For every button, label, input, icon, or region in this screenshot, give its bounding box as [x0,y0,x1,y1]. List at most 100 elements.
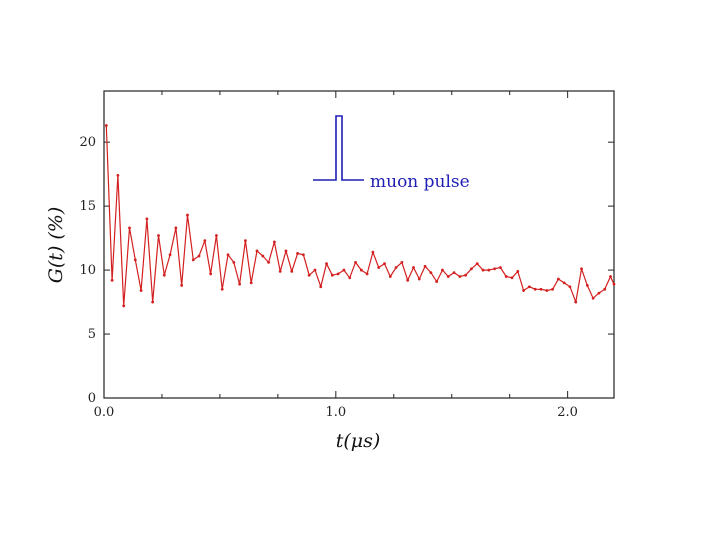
data-point [504,275,508,278]
data-point [116,174,120,177]
x-axis-title: t(μs) [336,430,381,452]
data-point [330,273,334,277]
data-point [423,264,427,268]
data-point [527,285,531,289]
y-tick-label: 10 [79,263,96,278]
data-point [551,287,554,291]
data-point [429,271,433,275]
data-point [359,268,363,272]
data-point [319,285,323,289]
data-point [377,266,381,269]
data-point [475,262,479,266]
data-point [522,289,525,292]
data-point [458,275,462,278]
data-point [122,304,126,308]
data-point [481,268,485,272]
annotation-label: muon pulse [370,172,470,192]
data-point [267,261,270,264]
data-point [533,287,537,291]
data-point [168,253,172,257]
data-point [591,296,595,300]
data-point [585,284,589,287]
data-point [394,266,398,269]
data-point [348,276,352,280]
data-point [388,275,392,278]
data-point [180,284,184,287]
data-point [452,271,456,275]
data-point [203,239,207,243]
x-tick-label: 0.0 [94,405,115,420]
data-point [493,267,497,271]
data-point [110,278,114,282]
data-point [296,252,299,255]
data-point [313,268,317,272]
data-point [470,267,473,271]
data-point [255,249,259,253]
x-tick-label: 2.0 [557,405,578,420]
data-point [417,277,421,281]
data-point [342,268,346,272]
data-point [580,267,583,271]
y-tick-label: 15 [79,199,96,214]
data-point [365,272,369,276]
data-point [412,266,415,269]
data-point [104,124,108,127]
data-point [568,285,572,289]
data-point [301,253,305,257]
data-point [307,273,311,277]
data-series [104,124,616,308]
data-point [539,287,543,291]
data-point [499,266,502,269]
data-point [446,275,450,278]
data-point [244,239,247,243]
data-point [261,254,265,258]
plot-frame [103,90,615,399]
data-point [284,249,288,253]
data-point [612,282,616,286]
x-tick-label: 1.0 [325,405,346,420]
y-tick-label: 0 [88,391,96,406]
data-point [435,280,439,283]
y-tick-label: 20 [79,135,96,150]
data-point [336,272,340,276]
data-point [209,272,213,276]
data-point [383,262,386,266]
data-point [133,258,137,262]
plot-area [103,90,615,399]
series-line [105,125,615,307]
data-point [249,281,253,285]
data-point [487,268,491,272]
data-point [232,261,236,264]
data-point [278,269,282,273]
data-point [151,300,155,304]
data-point [226,253,230,257]
data-point [174,226,178,230]
data-point [215,234,218,237]
data-point [400,261,404,264]
data-point [406,278,410,282]
data-point [545,289,549,292]
data-point [354,261,357,264]
data-point [556,277,560,281]
data-point [516,269,520,273]
data-point [371,250,375,254]
data-point [220,287,224,291]
data-point [145,217,149,221]
data-point [464,273,468,277]
data-point [603,287,607,291]
y-tick-label: 5 [88,327,96,342]
data-point [597,291,601,295]
data-point [191,258,195,262]
data-point [609,275,612,278]
y-axis-title: G(t) (%) [45,207,67,284]
data-point [157,234,160,237]
data-point [574,300,578,304]
data-point [197,254,201,258]
data-point [128,226,131,230]
data-point [139,289,143,292]
data-point [325,262,328,266]
axis-ticks: 0 5 10 15 20 0.0 1.0 2.0 [79,91,614,420]
data-point [510,276,514,280]
data-point [441,268,444,272]
